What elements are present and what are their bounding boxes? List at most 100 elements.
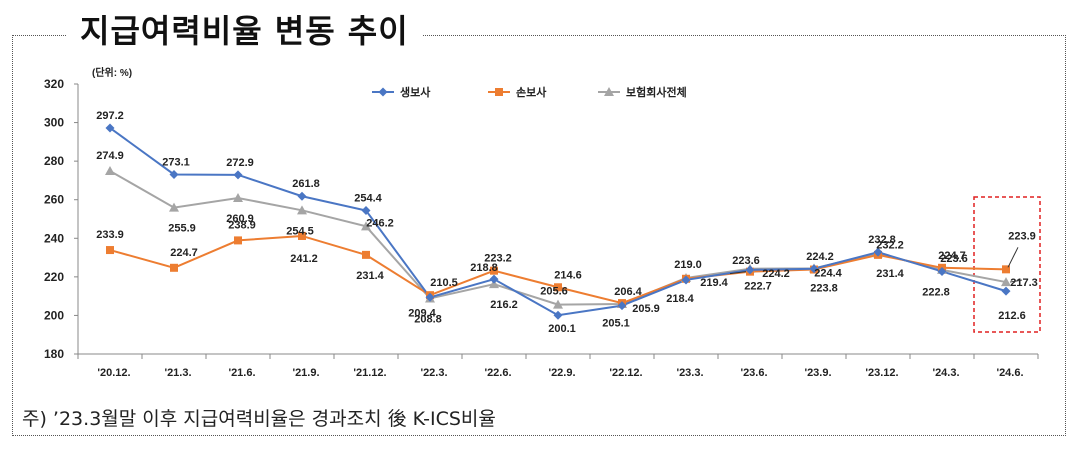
data-label-1: 210.5 — [430, 277, 458, 289]
data-label-0: 261.8 — [292, 178, 320, 190]
y-tick-label: 260 — [44, 193, 64, 207]
data-point-0 — [361, 206, 371, 216]
data-label-0: 232.8 — [868, 234, 896, 246]
data-label-0: 205.1 — [602, 318, 630, 330]
data-point-1 — [1002, 265, 1010, 274]
legend-marker-2 — [604, 87, 614, 96]
data-point-0 — [233, 170, 243, 180]
data-label-0: 200.1 — [548, 323, 576, 335]
data-point-1 — [170, 263, 178, 272]
footnote: 주) ’23.3월말 이후 지급여력비율은 경과조치 後 K-ICS비율 — [22, 408, 496, 430]
data-label-1: 231.4 — [356, 270, 384, 282]
chart-title: 지급여력비율 변동 추이 — [80, 12, 409, 50]
data-label-1: 224.7 — [938, 250, 966, 262]
data-label-0: 212.6 — [998, 310, 1026, 322]
data-label-0: 297.2 — [96, 110, 124, 122]
data-point-1 — [362, 250, 370, 259]
data-label-2: 217.3 — [1010, 277, 1038, 289]
data-point-0 — [873, 247, 883, 257]
data-label-0: 218.8 — [470, 262, 498, 274]
data-point-1 — [298, 231, 306, 240]
chart-frame — [12, 35, 1066, 436]
data-point-0 — [489, 274, 499, 284]
y-tick-label: 240 — [44, 231, 64, 245]
x-tick-label: '21.9. — [292, 367, 319, 379]
data-point-2 — [1001, 277, 1011, 287]
data-point-0 — [617, 301, 627, 311]
data-point-0 — [105, 123, 115, 133]
data-point-2 — [169, 202, 179, 212]
data-point-0 — [553, 310, 563, 320]
x-tick-label: '20.12. — [97, 367, 130, 379]
data-point-1 — [234, 236, 242, 245]
x-tick-label: '23.6. — [740, 367, 767, 379]
data-label-1: 241.2 — [290, 253, 318, 265]
title-wrap: 지급여력비율 변동 추이 — [66, 6, 423, 52]
data-point-0 — [745, 265, 755, 275]
unit-label: (단위: %) — [92, 66, 132, 79]
leader-line — [729, 271, 747, 275]
data-label-1: 223.8 — [810, 283, 838, 295]
data-label-1: 224.7 — [170, 247, 198, 259]
x-tick-label: '23.12. — [865, 367, 898, 379]
data-label-0: 272.9 — [226, 157, 254, 169]
legend-label-0: 생보사 — [400, 85, 431, 99]
data-point-0 — [425, 292, 435, 302]
x-tick-label: '23.9. — [804, 367, 831, 379]
x-tick-label: '22.9. — [548, 367, 575, 379]
y-tick-label: 320 — [44, 77, 64, 91]
data-point-1 — [554, 283, 562, 292]
data-label-0: 224.2 — [806, 251, 834, 263]
data-point-1 — [106, 246, 114, 255]
data-label-2: 224.4 — [814, 267, 842, 279]
data-point-2 — [297, 205, 307, 215]
x-tick-label: '21.6. — [228, 367, 255, 379]
x-tick-label: '22.3. — [420, 367, 447, 379]
y-tick-label: 280 — [44, 154, 64, 168]
y-tick-label: 300 — [44, 116, 64, 130]
data-label-2: 255.9 — [168, 223, 196, 235]
x-tick-label: '24.6. — [996, 367, 1023, 379]
data-point-2 — [361, 221, 371, 231]
x-tick-label: '23.3. — [676, 367, 703, 379]
data-label-1: 238.9 — [228, 219, 256, 231]
data-point-0 — [937, 266, 947, 276]
data-label-0: 209.4 — [408, 307, 436, 319]
data-label-1: 214.6 — [554, 269, 582, 281]
data-label-1: 219.0 — [674, 259, 702, 271]
x-tick-label: '21.12. — [353, 367, 386, 379]
data-label-2: 260.9 — [226, 213, 254, 225]
data-label-0: 254.4 — [354, 193, 382, 205]
data-label-2: 205.9 — [632, 303, 660, 315]
y-tick-label: 180 — [44, 347, 64, 361]
data-label-1: 233.9 — [96, 229, 124, 241]
data-label-0: 273.1 — [162, 156, 190, 168]
legend-marker-1 — [495, 88, 503, 96]
legend-label-2: 보험회사전체 — [626, 85, 687, 99]
data-label-1: 223.9 — [1008, 230, 1036, 242]
y-tick-label: 220 — [44, 270, 64, 284]
data-label-2: 216.2 — [490, 299, 518, 311]
data-label-2: 219.4 — [700, 277, 728, 289]
data-point-0 — [169, 169, 179, 179]
x-tick-label: '21.3. — [164, 367, 191, 379]
data-point-2 — [233, 192, 243, 202]
data-label-2: 232.2 — [876, 239, 904, 251]
data-point-0 — [1001, 286, 1011, 296]
data-label-2: 246.2 — [366, 217, 394, 229]
data-point-2 — [105, 165, 115, 175]
legend-marker-0 — [378, 87, 388, 97]
data-label-1: 223.2 — [484, 253, 512, 265]
data-label-0: 218.4 — [666, 293, 694, 305]
data-point-0 — [809, 264, 819, 274]
data-label-2: 254.5 — [286, 225, 314, 237]
x-tick-label: '22.6. — [484, 367, 511, 379]
leader-line — [1007, 247, 1019, 268]
leader-line — [1009, 279, 1023, 283]
data-point-1 — [490, 266, 498, 275]
data-label-1: 206.4 — [614, 286, 642, 298]
data-label-1: 231.4 — [876, 268, 904, 280]
data-label-1: 222.7 — [744, 281, 772, 293]
legend-label-1: 손보사 — [516, 85, 547, 99]
